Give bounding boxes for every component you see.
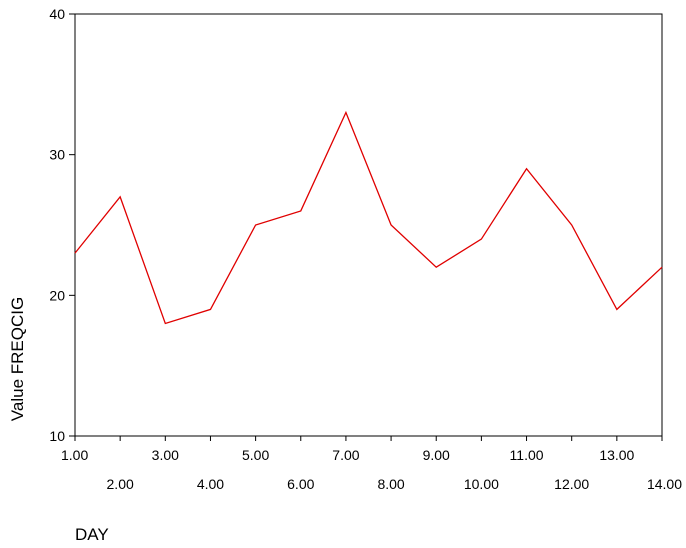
- series-layer: [74, 110, 663, 325]
- x-tick-label: 4.00: [197, 476, 224, 492]
- y-axis-title: Value FREQCIG: [8, 297, 27, 421]
- x-tick-label: 3.00: [152, 447, 179, 463]
- x-tick-label: 5.00: [242, 447, 269, 463]
- x-tick-label: 12.00: [554, 476, 589, 492]
- x-tick-label: 10.00: [464, 476, 499, 492]
- y-axis-ticks: 10 20 30 40: [49, 6, 75, 444]
- x-axis-ticks: 1.00 2.00 3.00 4.00 5.00 6.00 7.00 8.00 9.00 10.0…: [61, 436, 682, 492]
- plot-frame: [74, 13, 663, 437]
- x-axis-title: DAY: [75, 525, 109, 544]
- x-tick-label: 14.00: [647, 476, 682, 492]
- x-tick-label: 11.00: [510, 447, 544, 463]
- x-tick-label: 2.00: [107, 476, 134, 492]
- y-tick-label: 20: [49, 287, 65, 303]
- x-tick-label: 8.00: [377, 476, 404, 492]
- y-tick-label: 10: [49, 428, 65, 444]
- series-line-0: [74, 110, 663, 325]
- x-tick-label: 1.00: [61, 447, 88, 463]
- x-tick-label: 9.00: [423, 447, 450, 463]
- x-tick-label: 7.00: [332, 447, 359, 463]
- x-tick-label: 13.00: [599, 447, 634, 463]
- y-tick-label: 40: [49, 6, 65, 22]
- x-tick-label: 6.00: [287, 476, 314, 492]
- y-tick-label: 30: [49, 147, 65, 163]
